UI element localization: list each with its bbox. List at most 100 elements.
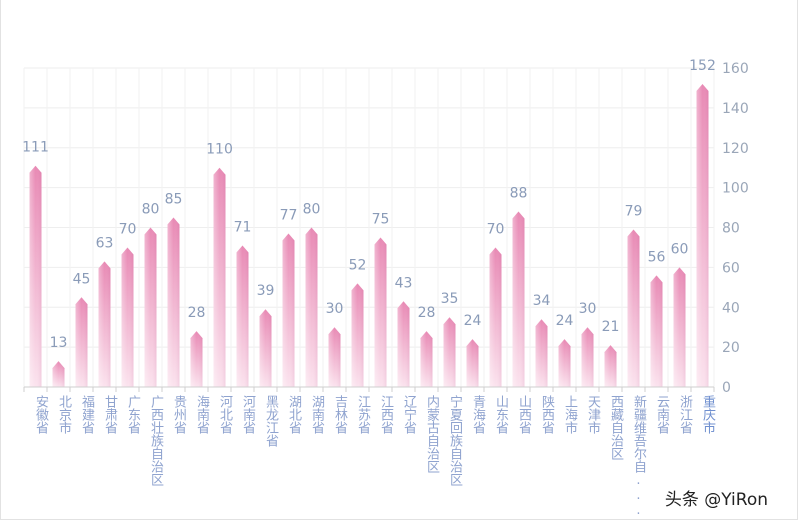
y-tick-label: 20 <box>722 340 740 356</box>
x-tick-label: 青海省 <box>470 395 486 434</box>
x-tick-label: 云南省 <box>654 395 670 434</box>
bar-shade <box>52 361 65 387</box>
bar-shade <box>144 227 157 387</box>
y-tick-label: 40 <box>722 300 740 316</box>
bar-shade <box>489 247 502 387</box>
y-tick-label: 120 <box>722 141 749 157</box>
bar-shade <box>236 245 249 387</box>
data-label: 60 <box>671 241 689 257</box>
data-label: 39 <box>257 283 275 299</box>
x-tick-label: 福建省 <box>79 395 95 434</box>
bar-shade <box>512 211 525 387</box>
x-tick-label: 内蒙古自治区 <box>424 394 440 473</box>
data-label: 45 <box>73 271 91 287</box>
data-label: 35 <box>441 291 459 307</box>
data-label: 43 <box>395 275 413 291</box>
x-tick-label: 广西壮族自治区 <box>148 395 164 486</box>
data-label: 24 <box>464 313 482 329</box>
bar-shade <box>673 267 686 387</box>
bar-shade <box>351 283 364 387</box>
data-label: 80 <box>142 202 160 218</box>
bar-shade <box>328 327 341 387</box>
bar-shade <box>259 309 272 387</box>
x-tick-label: 河南省 <box>240 395 256 434</box>
bar-shade <box>75 297 88 387</box>
bar-shade <box>535 319 548 387</box>
data-label: 28 <box>418 305 436 321</box>
x-tick-label: 新疆维吾尔自... <box>631 394 647 518</box>
data-label: 56 <box>648 249 666 265</box>
bar-shade <box>98 261 111 387</box>
bar-shade <box>443 317 456 387</box>
x-tick-label: 重庆市 <box>700 394 716 434</box>
bar-shade <box>29 165 42 387</box>
x-tick-label: 浙江省 <box>677 395 693 434</box>
bar-shade <box>282 233 295 387</box>
bar-shade <box>397 301 410 387</box>
bar-shade <box>581 327 594 387</box>
bar-shade <box>627 229 640 387</box>
bar-shade <box>650 275 663 387</box>
watermark: 头条 @YiRon <box>664 490 768 510</box>
bar-shade <box>420 331 433 387</box>
y-tick-label: 60 <box>722 260 740 276</box>
x-tick-label: 甘肃省 <box>102 395 118 434</box>
x-tick-label: 宁夏回族自治区 <box>447 394 463 486</box>
y-tick-label: 100 <box>722 181 749 197</box>
bar-shade <box>121 247 134 387</box>
x-tick-label: 湖南省 <box>309 395 325 434</box>
y-tick-label: 140 <box>722 101 749 117</box>
bar-shade <box>604 345 617 387</box>
bar-shade <box>213 167 226 387</box>
data-label: 110 <box>206 142 233 158</box>
data-label: 34 <box>533 293 551 309</box>
x-tick-label: 湖北省 <box>286 395 302 434</box>
x-tick-label: 江西省 <box>378 395 394 434</box>
data-label: 70 <box>487 221 505 237</box>
x-tick-label: 北京市 <box>56 395 72 434</box>
bar-shade <box>190 331 203 387</box>
bar-shade <box>374 237 387 387</box>
data-label: 79 <box>625 203 643 219</box>
x-tick-label: 山西省 <box>516 395 532 434</box>
bar-shade <box>558 339 571 387</box>
data-label: 30 <box>579 301 597 317</box>
x-tick-label: 西藏自治区 <box>608 395 624 460</box>
x-tick-label: 黑龙江省 <box>263 395 279 447</box>
y-tick-label: 160 <box>722 61 749 77</box>
data-label: 75 <box>372 211 390 227</box>
x-tick-label: 陕西省 <box>539 395 555 434</box>
bar-shade <box>305 227 318 387</box>
data-label: 88 <box>510 186 528 202</box>
data-label: 71 <box>234 219 252 235</box>
x-tick-label: 天津市 <box>585 395 601 434</box>
data-label: 21 <box>602 319 620 335</box>
data-label: 152 <box>689 58 716 74</box>
x-tick-label: 海南省 <box>194 395 210 434</box>
data-label: 85 <box>165 192 183 208</box>
x-tick-label: 山东省 <box>493 395 509 434</box>
data-label: 28 <box>188 305 206 321</box>
x-tick-label: 上海市 <box>562 395 578 434</box>
x-tick-label: 江苏省 <box>355 395 371 434</box>
data-label: 63 <box>96 235 114 251</box>
bar-shade <box>466 339 479 387</box>
data-label: 30 <box>326 301 344 317</box>
x-tick-label: 安徽省 <box>33 395 49 434</box>
x-tick-label: 河北省 <box>217 395 233 434</box>
data-label: 77 <box>280 207 298 223</box>
bar-shade <box>696 83 709 387</box>
y-tick-label: 0 <box>722 380 731 396</box>
data-label: 70 <box>119 221 137 237</box>
data-label: 111 <box>22 140 49 156</box>
data-label: 80 <box>303 202 321 218</box>
x-tick-label: 广东省 <box>125 395 141 434</box>
x-tick-label: 贵州省 <box>171 395 187 434</box>
data-label: 24 <box>556 313 574 329</box>
y-tick-label: 80 <box>722 221 740 237</box>
data-label: 13 <box>50 335 68 351</box>
bar-shade <box>167 217 180 387</box>
data-label: 52 <box>349 257 367 273</box>
x-tick-label: 吉林省 <box>332 395 348 434</box>
